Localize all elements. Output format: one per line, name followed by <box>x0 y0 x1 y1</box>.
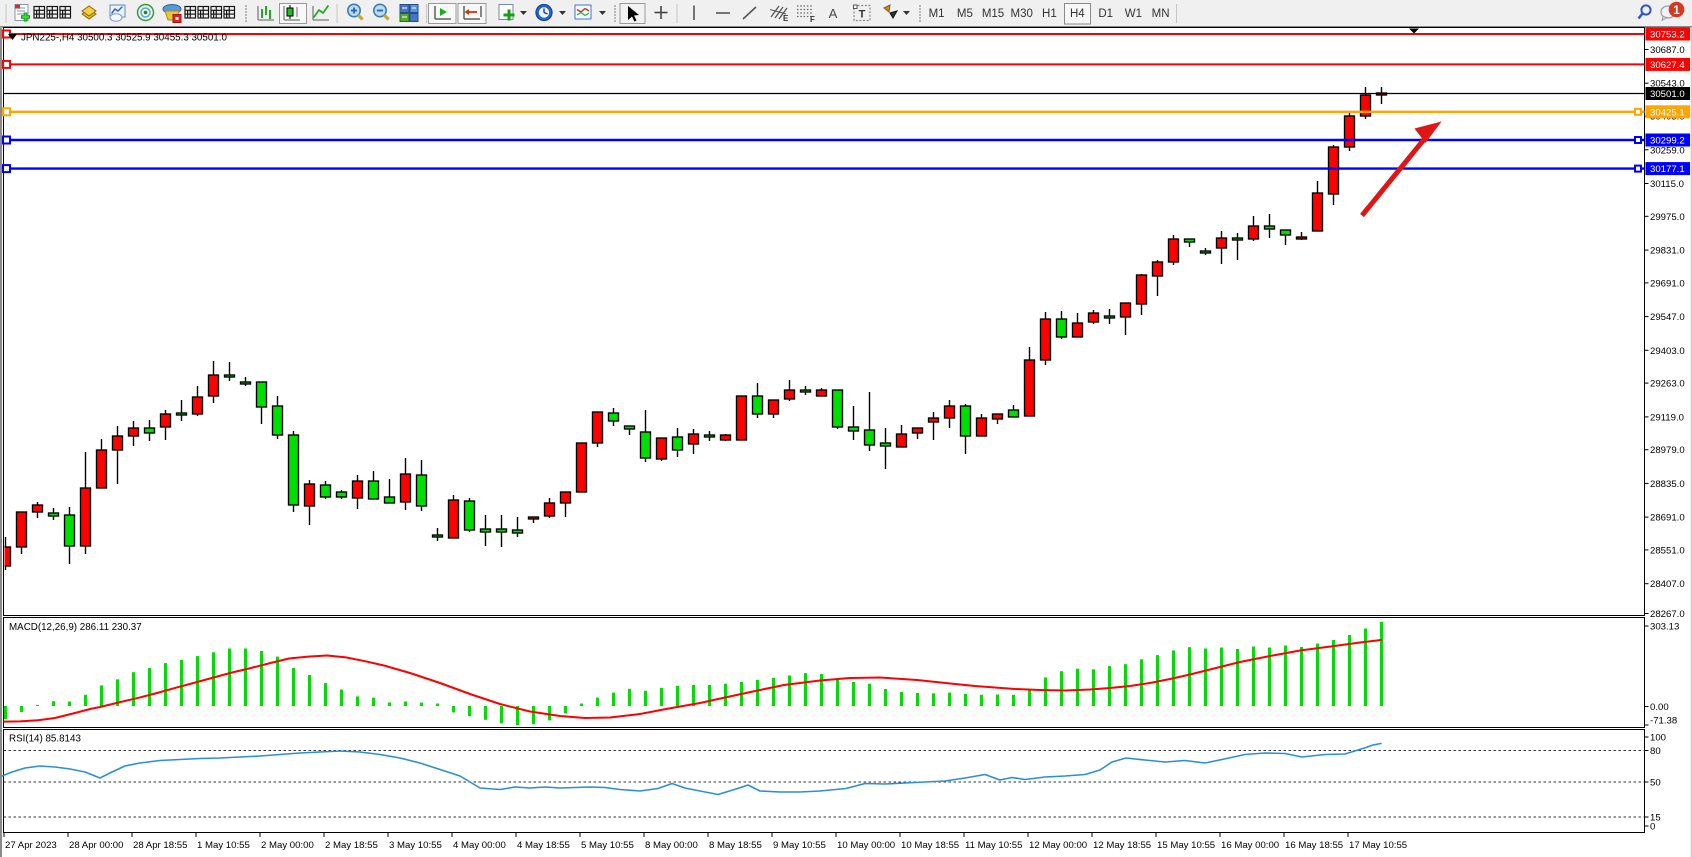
svg-text:30299.2: 30299.2 <box>1650 136 1685 147</box>
svg-text:29119.0: 29119.0 <box>1650 412 1684 423</box>
svg-text:MACD(12,26,9) 286.11 230.37: MACD(12,26,9) 286.11 230.37 <box>9 622 142 633</box>
svg-text:H1: H1 <box>1042 8 1057 20</box>
svg-text:16 May 18:55: 16 May 18:55 <box>1285 840 1343 851</box>
svg-text:3 May 10:55: 3 May 10:55 <box>389 840 442 851</box>
svg-text:303.13: 303.13 <box>1650 622 1679 633</box>
svg-text:29691.0: 29691.0 <box>1650 278 1685 289</box>
svg-text:5 May 10:55: 5 May 10:55 <box>581 840 634 851</box>
svg-text:30753.2: 30753.2 <box>1650 30 1685 41</box>
svg-text:2 May 00:00: 2 May 00:00 <box>261 840 314 851</box>
svg-text:0.00: 0.00 <box>1650 702 1669 713</box>
svg-text:H4: H4 <box>1070 8 1085 20</box>
svg-text:30687.0: 30687.0 <box>1650 45 1685 56</box>
svg-text:30259.0: 30259.0 <box>1650 145 1685 156</box>
svg-text:30115.0: 30115.0 <box>1650 179 1684 190</box>
svg-text:100: 100 <box>1650 733 1666 744</box>
svg-text:D1: D1 <box>1098 8 1113 20</box>
svg-text:28691.0: 28691.0 <box>1650 513 1685 524</box>
svg-text:28407.0: 28407.0 <box>1650 579 1685 590</box>
svg-text:0: 0 <box>1650 822 1655 833</box>
svg-text:4 May 18:55: 4 May 18:55 <box>517 840 570 851</box>
svg-text:15: 15 <box>1650 813 1661 824</box>
svg-text:10 May 18:55: 10 May 18:55 <box>901 840 959 851</box>
svg-text:17 May 10:55: 17 May 10:55 <box>1349 840 1407 851</box>
svg-text:29831.0: 29831.0 <box>1650 246 1685 257</box>
svg-text:MN: MN <box>1152 8 1170 20</box>
svg-text:1 May 10:55: 1 May 10:55 <box>197 840 250 851</box>
svg-text:M30: M30 <box>1011 8 1033 20</box>
svg-text:30177.1: 30177.1 <box>1650 164 1685 175</box>
svg-text:80: 80 <box>1650 746 1661 757</box>
svg-text:12 May 00:00: 12 May 00:00 <box>1029 840 1087 851</box>
svg-text:2 May 18:55: 2 May 18:55 <box>325 840 378 851</box>
svg-text:RSI(14) 85.8143: RSI(14) 85.8143 <box>9 734 81 745</box>
svg-text:M5: M5 <box>957 8 973 20</box>
svg-text:30425.1: 30425.1 <box>1650 107 1685 118</box>
svg-text:M1: M1 <box>929 8 945 20</box>
svg-text:1: 1 <box>1673 3 1680 17</box>
svg-text:29403.0: 29403.0 <box>1650 346 1685 357</box>
svg-text:JPN225-,H4 30500.3 30525.9 30: JPN225-,H4 30500.3 30525.9 30455.3 30501… <box>21 33 227 44</box>
svg-text:30543.0: 30543.0 <box>1650 79 1685 90</box>
svg-text:E: E <box>783 14 789 23</box>
svg-text:28 Apr 18:55: 28 Apr 18:55 <box>133 840 187 851</box>
svg-text:9 May 10:55: 9 May 10:55 <box>773 840 826 851</box>
svg-text:11 May 10:55: 11 May 10:55 <box>965 840 1022 851</box>
svg-text:T: T <box>859 9 866 21</box>
svg-text:27 Apr 2023: 27 Apr 2023 <box>5 840 57 851</box>
svg-text:30501.0: 30501.0 <box>1650 89 1685 100</box>
svg-text:F: F <box>810 15 815 24</box>
svg-text:30627.4: 30627.4 <box>1650 60 1685 71</box>
svg-text:M15: M15 <box>982 8 1004 20</box>
svg-text:15 May 10:55: 15 May 10:55 <box>1157 840 1215 851</box>
svg-text:W1: W1 <box>1125 8 1142 20</box>
svg-text:4 May 00:00: 4 May 00:00 <box>453 840 506 851</box>
svg-text:28979.0: 28979.0 <box>1650 445 1685 456</box>
svg-text:-71.38: -71.38 <box>1650 716 1677 727</box>
svg-text:28267.0: 28267.0 <box>1650 609 1685 620</box>
svg-text:10 May 00:00: 10 May 00:00 <box>837 840 895 851</box>
svg-text:16 May 00:00: 16 May 00:00 <box>1221 840 1279 851</box>
svg-text:50: 50 <box>1650 778 1661 789</box>
svg-text:29547.0: 29547.0 <box>1650 312 1685 323</box>
svg-text:29975.0: 29975.0 <box>1650 212 1685 223</box>
svg-text:28 Apr 00:00: 28 Apr 00:00 <box>69 840 123 851</box>
svg-text:8 May 18:55: 8 May 18:55 <box>709 840 762 851</box>
svg-text:29263.0: 29263.0 <box>1650 379 1685 390</box>
svg-text:8 May 00:00: 8 May 00:00 <box>645 840 698 851</box>
svg-text:A: A <box>829 6 838 21</box>
svg-text:28835.0: 28835.0 <box>1650 479 1685 490</box>
svg-text:12 May 18:55: 12 May 18:55 <box>1093 840 1151 851</box>
svg-text:28551.0: 28551.0 <box>1650 545 1685 556</box>
